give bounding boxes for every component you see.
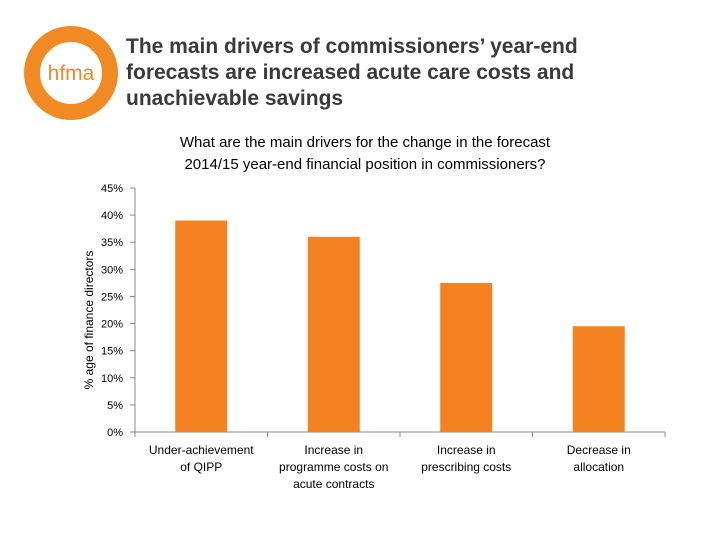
y-tick-label: 20% (101, 319, 123, 331)
category-label: Increase in programme costs on acute contr… (279, 443, 388, 491)
slide-title-line: forecasts are increased acute care costs… (126, 61, 575, 84)
category-label: Under-achievement of QIPP (149, 443, 254, 474)
bar (572, 326, 625, 432)
bar (175, 220, 228, 432)
logo-ring (24, 26, 118, 120)
y-tick-label: 25% (101, 291, 123, 303)
category-label-line: Decrease in (567, 443, 631, 457)
category-label-line: allocation (573, 460, 624, 474)
y-tick-label: 10% (101, 373, 123, 385)
category-label-line: Increase in (437, 443, 496, 457)
y-tick-label: 35% (101, 237, 123, 249)
y-axis-title: % age of finance directors (82, 251, 96, 390)
y-tick-label: 15% (101, 346, 123, 358)
category-label-line: of QIPP (180, 460, 222, 474)
chart-title-line: 2014/15 year-end financial position in c… (184, 156, 546, 173)
y-tick-label: 40% (101, 210, 123, 222)
category-label-line: Increase in (304, 443, 363, 457)
y-tick-label: 45% (101, 183, 123, 195)
slide-title: The main drivers of commissioners’ year-… (126, 34, 696, 112)
category-label-line: acute contracts (293, 477, 374, 491)
category-label-line: prescribing costs (421, 460, 511, 474)
logo-text: hfma (48, 62, 95, 85)
y-tick-label: 5% (107, 400, 123, 412)
category-label: Decrease in allocation (567, 443, 631, 474)
chart-title-line: What are the main drivers for the change… (179, 134, 551, 151)
y-tick-label: 0% (107, 427, 123, 439)
category-label-line: Under-achievement (149, 443, 254, 457)
y-tick-label: 30% (101, 264, 123, 276)
bar (440, 282, 493, 432)
slide-title-line: unachievable savings (126, 87, 344, 110)
slide-title-line: The main drivers of commissioners’ year-… (126, 35, 578, 58)
chart-title: What are the main drivers for the change… (120, 132, 610, 176)
bar (307, 236, 360, 432)
hfma-logo: hfma (24, 26, 118, 120)
category-label-line: programme costs on (279, 460, 388, 474)
category-label: Increase in prescribing costs (421, 443, 511, 474)
